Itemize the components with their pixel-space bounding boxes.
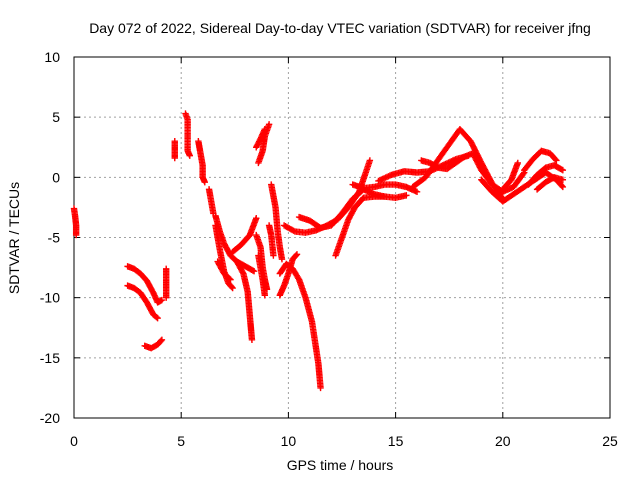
data-point [171, 138, 178, 145]
data-point [227, 276, 234, 283]
y-tick-label: -10 [40, 290, 60, 306]
tick-labels: 0 5 10 15 20 25 -20 -15 -10 -5 0 5 10 [40, 49, 618, 449]
data-point [520, 170, 527, 177]
x-tick-label: 5 [177, 433, 185, 449]
chart-title: Day 072 of 2022, Sidereal Day-to-day VTE… [89, 20, 591, 36]
data-point [72, 231, 80, 239]
data-point [229, 284, 236, 292]
data-point [265, 121, 273, 128]
y-tick-label: 10 [44, 49, 60, 65]
data-point [317, 384, 324, 392]
data-point [157, 337, 165, 344]
x-tick-label: 25 [602, 433, 618, 449]
data-point [403, 192, 410, 199]
x-tick-label: 20 [495, 433, 511, 449]
data-point [253, 215, 260, 222]
data-point [292, 252, 300, 259]
data-point [186, 152, 193, 159]
data-point [514, 159, 522, 167]
data-point [226, 275, 233, 282]
data-point [559, 176, 567, 183]
y-tick-label: 5 [52, 109, 60, 125]
x-tick-label: 15 [388, 433, 404, 449]
data-point [158, 336, 166, 343]
data-point [158, 296, 166, 304]
y-axis-label: SDTVAR / TECUs [6, 182, 22, 294]
data-point [293, 251, 301, 258]
y-tick-label: -5 [48, 230, 61, 246]
data-point [153, 314, 160, 321]
data-point [290, 227, 297, 234]
data-point [295, 275, 302, 282]
data-point [201, 178, 208, 186]
data-point [413, 188, 421, 195]
data-marks [70, 110, 567, 392]
x-tick-label: 10 [281, 433, 297, 449]
data-point [552, 156, 559, 163]
data-point [270, 252, 277, 259]
data-point [228, 283, 235, 291]
y-tick-label: -15 [40, 350, 60, 366]
x-tick-label: 0 [70, 433, 78, 449]
y-tick-label: 0 [52, 169, 60, 185]
data-point [558, 182, 566, 190]
data-point [559, 166, 567, 174]
y-tick-label: -20 [40, 410, 60, 426]
data-point [366, 157, 374, 164]
data-point [154, 314, 161, 322]
data-point [250, 267, 258, 275]
data-point [553, 157, 560, 164]
data-point [559, 183, 567, 191]
data-point [248, 336, 256, 343]
axis-ticks [73, 56, 611, 419]
data-point [278, 255, 286, 263]
data-point [239, 269, 246, 276]
data-point [261, 126, 269, 133]
data-point [261, 292, 269, 299]
data-point [162, 294, 170, 301]
x-axis-label: GPS time / hours [287, 457, 394, 473]
